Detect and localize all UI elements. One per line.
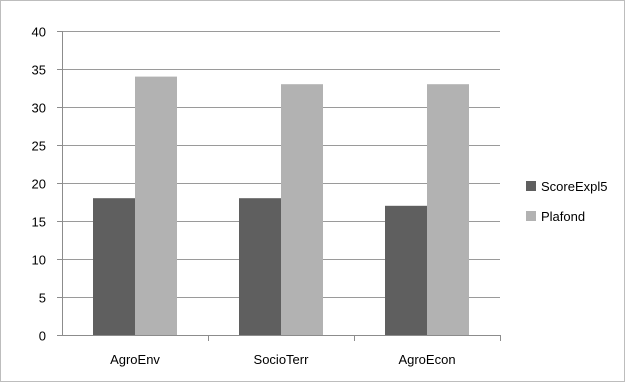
x-tick-label: AgroEcon [398,352,455,367]
bar-scoreexpl5-agroenv [93,198,135,335]
legend-swatch-scoreexpl5 [526,181,536,191]
y-tick-label: 5 [39,291,46,306]
y-tick-label: 35 [32,63,46,78]
x-tick-label: SocioTerr [254,352,310,367]
tick-labels: 0 5 10 15 20 25 30 35 40 AgroEnv SocioTerr AgroEcon [32,25,456,368]
y-tick-label: 30 [32,101,46,116]
y-tick-label: 0 [39,329,46,344]
y-tick-label: 40 [32,25,46,40]
legend-label-scoreexpl5: ScoreExpl5 [541,179,607,194]
legend-label-plafond: Plafond [541,209,585,224]
y-tick-label: 15 [32,215,46,230]
legend-swatch-plafond [526,211,536,221]
bar-scoreexpl5-socioterr [239,198,281,335]
axes [57,31,501,341]
bar-plafond-agroenv [135,76,177,335]
y-tick-label: 20 [32,177,46,192]
bar-scoreexpl5-agroecon [385,205,427,335]
bar-plafond-agroecon [427,84,469,335]
legend: ScoreExpl5 Plafond [526,179,607,224]
y-tick-label: 25 [32,139,46,154]
x-tick-label: AgroEnv [110,352,160,367]
y-tick-label: 10 [32,253,46,268]
bar-plafond-socioterr [281,84,323,335]
bars [93,76,469,335]
